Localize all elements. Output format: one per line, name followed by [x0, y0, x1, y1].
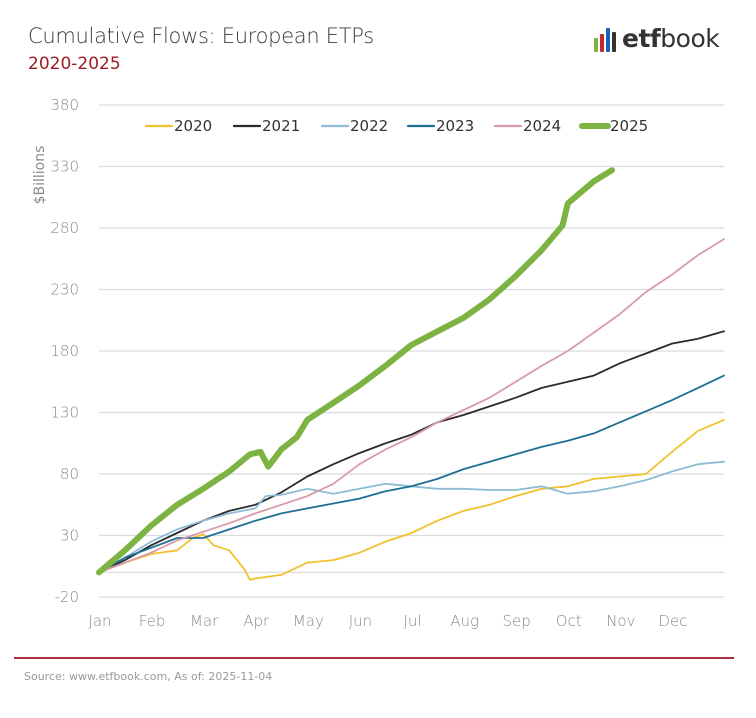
source-note: Source: www.etfbook.com, As of: 2025-11-…	[24, 670, 273, 683]
x-tick-label: Jan	[88, 612, 111, 630]
y-tick-label: 330	[50, 158, 79, 176]
x-tick-label: Oct	[556, 612, 582, 630]
series-line-2023	[98, 374, 725, 574]
series-line-2024	[98, 238, 725, 574]
logo-text-regular: book	[660, 24, 720, 53]
x-tick-label: Mar	[190, 612, 219, 630]
legend-label-2021: 2021	[262, 117, 300, 135]
logo-bars-icon	[594, 26, 616, 52]
chart-subtitle: 2020-2025	[28, 54, 121, 74]
series-line-2025	[96, 167, 615, 576]
series-line-2022	[98, 460, 725, 574]
x-tick-labels: Jan Feb Mar Apr May Jun Jul Aug Sep Oct Nov Dec	[88, 612, 687, 630]
y-tick-label: 130	[50, 404, 79, 422]
logo-text: etfbook	[622, 24, 720, 53]
legend-label-2020: 2020	[174, 117, 212, 135]
legend-label-2023: 2023	[436, 117, 474, 135]
y-tick-label: -20	[55, 588, 80, 606]
legend-label-2025: 2025	[610, 117, 648, 135]
x-tick-label: Sep	[503, 612, 531, 630]
y-tick-label: 180	[50, 342, 79, 360]
logo-bar	[600, 33, 604, 52]
logo-bar	[606, 27, 610, 52]
logo-bar	[612, 31, 616, 52]
y-tick-label: 280	[50, 219, 79, 237]
x-tick-label: Jun	[349, 612, 372, 630]
legend-label-2022: 2022	[350, 117, 388, 135]
y-tick-label: 30	[60, 527, 79, 545]
series-line-2020	[98, 418, 725, 581]
x-tick-label: Feb	[139, 612, 166, 630]
series-line-2021	[98, 330, 725, 574]
x-tick-label: May	[293, 612, 324, 630]
series-lines	[96, 167, 725, 581]
x-tick-label: Jul	[403, 612, 421, 630]
legend: 2020 2021 2022 2023 2024 2025	[144, 117, 648, 135]
y-axis-label: $Billions	[32, 146, 48, 205]
x-tick-label: Apr	[243, 612, 270, 630]
y-tick-label: 80	[60, 465, 79, 483]
line-chart: -20 30 80 130 180 230 280 330 380 Jan Feb Mar Apr Ma…	[32, 96, 725, 630]
footer-divider	[14, 657, 734, 659]
x-tick-label: Aug	[450, 612, 479, 630]
chart-title: Cumulative Flows: European ETPs	[28, 24, 374, 48]
logo-text-bold: etf	[622, 24, 661, 53]
y-tick-label: 380	[50, 96, 79, 114]
x-tick-label: Nov	[606, 612, 635, 630]
legend-label-2024: 2024	[523, 117, 561, 135]
y-tick-label: 230	[50, 281, 79, 299]
gridlines	[99, 104, 724, 598]
logo-bar	[594, 37, 598, 52]
y-tick-labels: -20 30 80 130 180 230 280 330 380	[50, 96, 79, 606]
etfbook-logo: etfbook	[594, 24, 720, 53]
x-tick-label: Dec	[658, 612, 687, 630]
